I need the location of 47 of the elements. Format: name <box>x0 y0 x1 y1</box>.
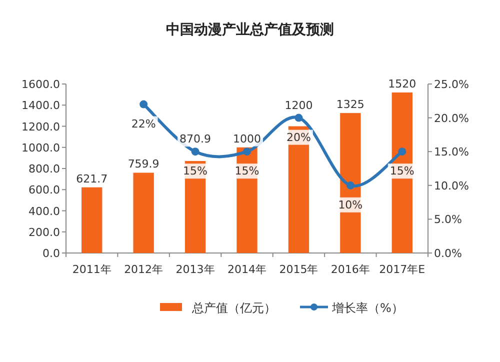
x-tick-label: 2017年E <box>379 263 426 276</box>
data-label: 15% <box>183 164 208 178</box>
y2-tick-label: 15.0% <box>434 146 469 159</box>
y-tick-label: 800.0 <box>28 162 60 176</box>
data-label: 20% <box>286 130 311 144</box>
bar <box>133 172 154 253</box>
y-tick-label: 200.0 <box>28 226 60 239</box>
y2-tick-label: 20.0% <box>434 112 469 125</box>
y-tick-label: 600.0 <box>28 184 60 197</box>
x-tick-label: 2014年 <box>228 263 266 276</box>
y2-tick-label: 10.0% <box>434 179 469 192</box>
y-tick-label: 1000.0 <box>22 141 60 154</box>
point <box>140 100 148 108</box>
bar <box>392 92 412 253</box>
data-label: 22% <box>131 117 156 130</box>
data-label: 15% <box>234 164 260 178</box>
y-tick-label: 1400.0 <box>22 99 60 112</box>
x-tick-label: 2013年 <box>176 263 215 276</box>
y-tick-label: 1200.0 <box>22 120 60 134</box>
data-label: 621.7 <box>76 172 108 186</box>
data-label: 1000 <box>233 132 261 146</box>
point <box>243 148 251 156</box>
bar <box>82 187 102 253</box>
y-tick-label: 400.0 <box>28 204 60 218</box>
point <box>191 148 200 156</box>
y-tick-label: 0.0 <box>42 247 60 260</box>
y-tick-label: 1600.0 <box>22 78 60 91</box>
y2-tick-label: 5.0% <box>434 213 462 226</box>
legend-label: 总产值（亿元） <box>191 301 276 315</box>
y2-tick-label: 0.0% <box>434 247 462 260</box>
data-label: 759.9 <box>128 158 160 171</box>
data-label: 870.9 <box>180 132 212 146</box>
point <box>294 114 303 122</box>
point <box>398 148 406 156</box>
x-tick-label: 2012年 <box>124 263 164 276</box>
data-label: 10% <box>338 198 363 212</box>
legend-label: 增长率（%） <box>331 301 404 315</box>
data-label: 15% <box>390 164 414 178</box>
data-label: 1200 <box>284 98 313 112</box>
data-label: 1520 <box>388 77 416 90</box>
x-tick-label: 2016年 <box>330 263 370 276</box>
y2-tick-label: 25.0% <box>434 78 469 91</box>
data-label: 1325 <box>336 98 364 112</box>
x-tick-label: 2011年 <box>72 263 112 276</box>
x-tick-label: 2015年 <box>279 263 318 276</box>
point <box>346 181 354 190</box>
chart-title: 中国动漫产业总产值及预测 <box>166 21 334 38</box>
